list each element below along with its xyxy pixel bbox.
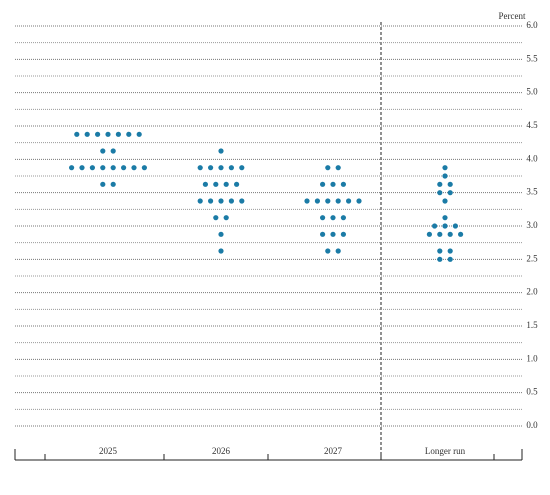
dot (110, 148, 116, 154)
dot (340, 181, 346, 187)
dot (228, 198, 234, 204)
dot (437, 248, 443, 254)
dot (213, 181, 219, 187)
dot (442, 165, 448, 171)
dot (437, 190, 443, 196)
dot (218, 248, 224, 254)
y-tick-label: 4.0 (526, 153, 538, 163)
dot (69, 165, 75, 171)
dot (356, 198, 362, 204)
dot (458, 231, 464, 237)
y-tick-label: 1.5 (526, 320, 538, 330)
dot (346, 198, 352, 204)
dot (442, 223, 448, 229)
dot (218, 231, 224, 237)
dot (208, 165, 214, 171)
dot (320, 181, 326, 187)
y-axis-label: Percent (499, 11, 526, 21)
dot (340, 231, 346, 237)
dot (74, 131, 80, 137)
y-tick-label: 1.0 (526, 353, 538, 363)
dot (84, 131, 90, 137)
dot (197, 165, 203, 171)
dot (320, 231, 326, 237)
dot (110, 165, 116, 171)
dot (121, 165, 127, 171)
dot (89, 165, 95, 171)
dot (452, 223, 458, 229)
y-tick-label: 4.5 (526, 120, 538, 130)
dot (330, 231, 336, 237)
dot (234, 181, 240, 187)
dot (447, 190, 453, 196)
dot (79, 165, 85, 171)
x-tick-label: Longer run (425, 446, 466, 456)
dot (239, 165, 245, 171)
dot (141, 165, 147, 171)
dot (223, 215, 229, 221)
dot (95, 131, 101, 137)
y-tick-label: 6.0 (526, 20, 538, 30)
dot (325, 198, 331, 204)
dot (314, 198, 320, 204)
dot (110, 181, 116, 187)
y-tick-label: 3.5 (526, 187, 538, 197)
dot (131, 165, 137, 171)
dot (218, 148, 224, 154)
dot (442, 198, 448, 204)
dot (432, 223, 438, 229)
dot (228, 165, 234, 171)
dot (100, 181, 106, 187)
dot (320, 215, 326, 221)
dot (213, 215, 219, 221)
dot (325, 248, 331, 254)
x-tick-label: 2025 (99, 446, 118, 456)
dot (447, 248, 453, 254)
dot (335, 198, 341, 204)
dot (202, 181, 208, 187)
dot (218, 165, 224, 171)
dot (126, 131, 132, 137)
dot (437, 256, 443, 262)
dot (447, 231, 453, 237)
dot (340, 215, 346, 221)
y-tick-label: 2.5 (526, 253, 538, 263)
dot (442, 215, 448, 221)
dot (442, 173, 448, 179)
y-tick-label: 2.0 (526, 287, 538, 297)
dot (325, 165, 331, 171)
dot (330, 181, 336, 187)
y-tick-label: 5.0 (526, 87, 538, 97)
dot (447, 256, 453, 262)
dot (239, 198, 245, 204)
y-tick-label: 5.5 (526, 53, 538, 63)
dot (197, 198, 203, 204)
dot (304, 198, 310, 204)
dot (208, 198, 214, 204)
dot (136, 131, 142, 137)
dot (105, 131, 111, 137)
y-tick-label: 3.0 (526, 220, 538, 230)
dot (447, 181, 453, 187)
dot (218, 198, 224, 204)
x-axis-ticks (14, 449, 523, 460)
y-tick-label: 0.0 (526, 420, 538, 430)
dot (330, 215, 336, 221)
x-tick-label: 2027 (324, 446, 343, 456)
y-tick-label: 0.5 (526, 387, 538, 397)
dot (115, 131, 121, 137)
dot (100, 165, 106, 171)
dot (335, 248, 341, 254)
dot (335, 165, 341, 171)
x-tick-label: 2026 (212, 446, 231, 456)
dot (100, 148, 106, 154)
dot (437, 231, 443, 237)
dot (426, 231, 432, 237)
dot (223, 181, 229, 187)
dot (437, 181, 443, 187)
